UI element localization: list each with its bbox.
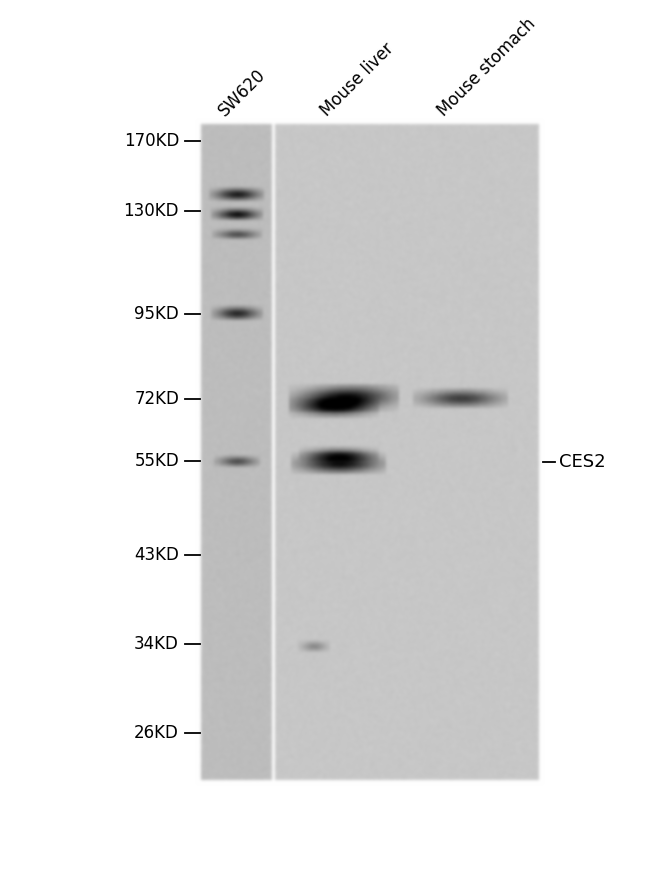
- Text: 170KD: 170KD: [124, 132, 179, 150]
- Text: 72KD: 72KD: [134, 390, 179, 408]
- Text: 130KD: 130KD: [124, 202, 179, 220]
- Text: Mouse liver: Mouse liver: [317, 39, 397, 120]
- Text: 95KD: 95KD: [135, 305, 179, 323]
- Text: 34KD: 34KD: [134, 635, 179, 653]
- Text: 26KD: 26KD: [134, 724, 179, 742]
- Text: 43KD: 43KD: [134, 546, 179, 564]
- Text: 55KD: 55KD: [135, 452, 179, 470]
- Text: CES2: CES2: [558, 453, 605, 471]
- Text: SW620: SW620: [214, 66, 268, 120]
- Text: Mouse stomach: Mouse stomach: [434, 15, 539, 120]
